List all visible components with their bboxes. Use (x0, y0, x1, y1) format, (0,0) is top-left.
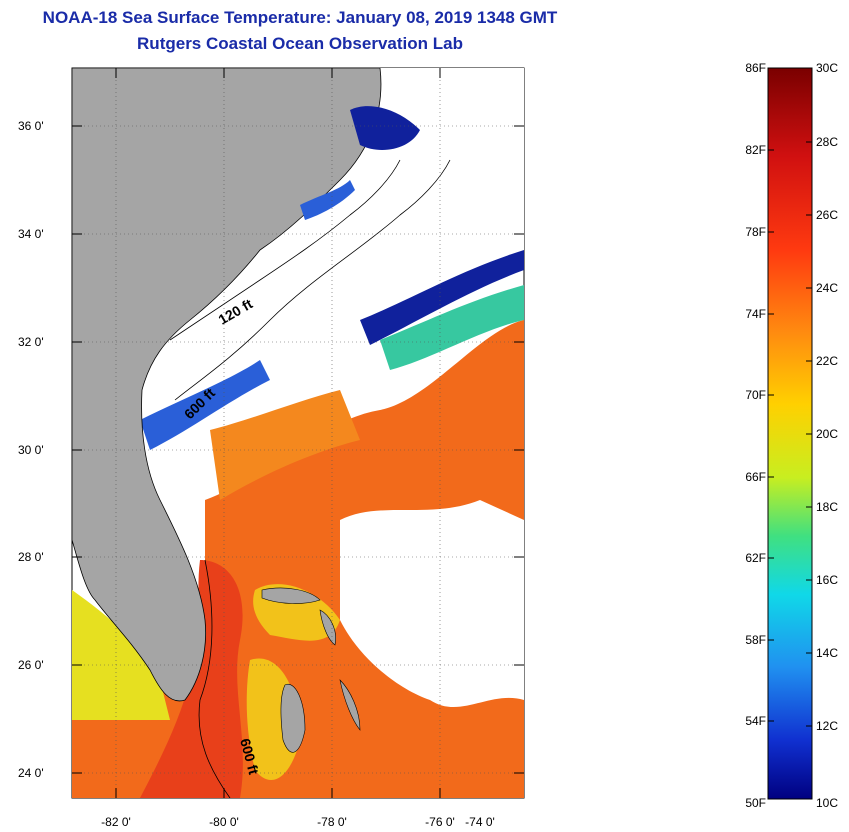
cloud-cover-north (140, 68, 524, 360)
colorbar-c-22: 22C (816, 354, 839, 368)
lon-label-82: -82 0' (101, 815, 131, 829)
colorbar-c-18: 18C (816, 500, 839, 514)
land-eleuthera (339, 679, 361, 731)
colorbar-c-10: 10C (816, 796, 839, 810)
colorbar-f-50: 50F (745, 796, 766, 810)
colorbar-f-86: 86F (745, 61, 766, 75)
lon-label-74: -74 0' (465, 815, 495, 829)
gulf-warm-water (72, 590, 170, 720)
colorbar-c-24: 24C (816, 281, 839, 295)
lon-label-80: -80 0' (209, 815, 239, 829)
colorbar-f-82: 82F (745, 143, 766, 157)
lat-label-30: 30 0' (18, 443, 44, 457)
pamlico-cold-water (350, 106, 420, 150)
map-title: NOAA-18 Sea Surface Temperature: January… (42, 8, 558, 27)
nc-coastal-cold (300, 180, 355, 220)
lat-label-32: 32 0' (18, 335, 44, 349)
lon-label-78: -78 0' (317, 815, 347, 829)
lon-label-76: -76 0' (425, 815, 455, 829)
land-andros (280, 683, 306, 753)
map-ticks (72, 68, 524, 798)
colorbar-f-74: 74F (745, 307, 766, 321)
colorbar-c-20: 20C (816, 427, 839, 441)
lat-label-28: 28 0' (18, 550, 44, 564)
colorbar-f-58: 58F (745, 633, 766, 647)
colorbar-f-62: 62F (745, 551, 766, 565)
colorbar-f-78: 78F (745, 225, 766, 239)
colorbar (767, 67, 813, 800)
colorbar-ticks (768, 141, 812, 727)
cold-shelf-band (360, 250, 524, 345)
colorbar-f-54: 54F (745, 714, 766, 728)
colorbar-c-26: 26C (816, 208, 839, 222)
cold-coastal-band (140, 360, 270, 450)
colorbar-c-14: 14C (816, 646, 839, 660)
contour-120ft (169, 159, 401, 341)
cloud-cover (340, 500, 524, 708)
cool-shelf-band (380, 285, 524, 370)
lat-label-24: 24 0' (18, 766, 44, 780)
colorbar-c-16: 16C (816, 573, 839, 587)
contour-600ft (174, 159, 451, 401)
lat-label-36: 36 0' (18, 119, 44, 133)
colorbar-f-66: 66F (745, 470, 766, 484)
colorbar-c-28: 28C (816, 135, 839, 149)
map-subtitle: Rutgers Coastal Ocean Observation Lab (137, 34, 463, 53)
colorbar-c-30: 30C (816, 61, 839, 75)
gulf-stream-band (210, 390, 360, 500)
lat-label-26: 26 0' (18, 658, 44, 672)
colorbar-c-12: 12C (816, 719, 839, 733)
graticule (72, 68, 524, 798)
land-grand-bahama (261, 587, 321, 604)
lat-label-34: 34 0' (18, 227, 44, 241)
contour-600ft-south (198, 559, 231, 798)
colorbar-f-70: 70F (745, 388, 766, 402)
